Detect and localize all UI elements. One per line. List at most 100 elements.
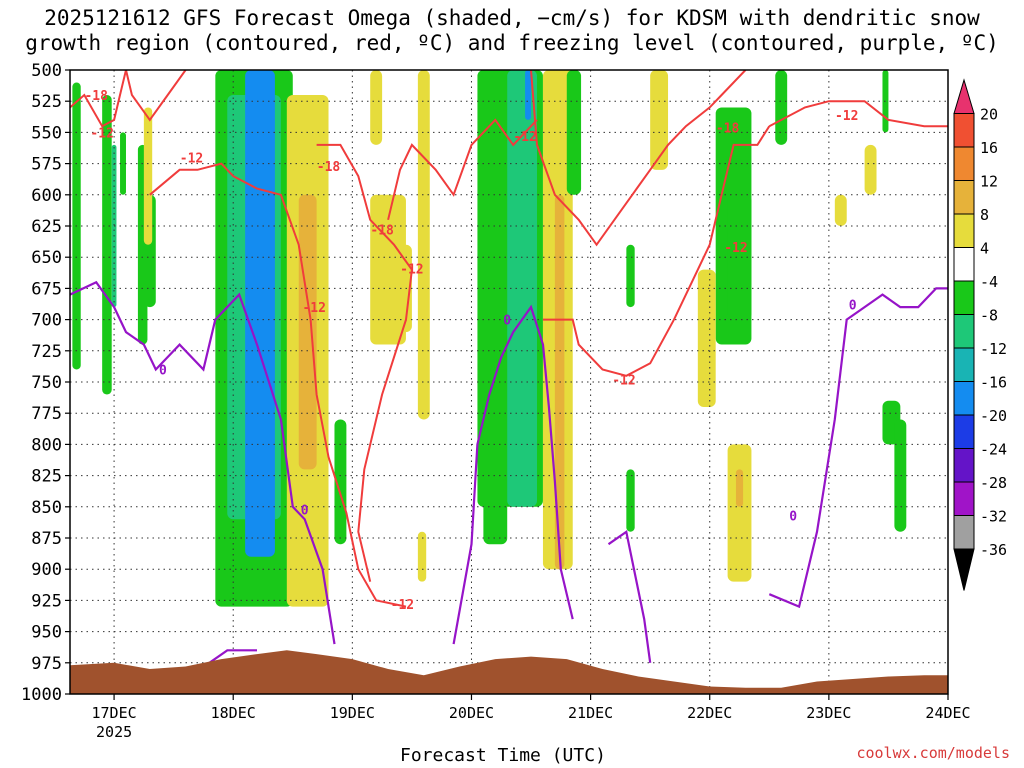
colorbar-label: -36: [980, 541, 1007, 559]
red-contour-label: -12: [835, 109, 858, 124]
x-tick-label: 19DEC: [330, 704, 375, 722]
dendritic-isotherm-contour: [543, 125, 771, 377]
colorbar-label: -32: [980, 508, 1007, 526]
omega-region: [834, 194, 847, 226]
credit-text: coolwx.com/models: [856, 744, 1010, 762]
y-tick-label: 675: [31, 279, 62, 299]
red-contour-label: -12: [90, 126, 113, 141]
colorbar-label: -20: [980, 407, 1007, 425]
omega-region: [417, 70, 430, 420]
colorbar-segment: [953, 481, 975, 516]
red-contour-label: -12: [180, 151, 203, 166]
omega-region: [727, 194, 752, 320]
colorbar-label: -16: [980, 374, 1007, 392]
red-contour-label: -18: [716, 121, 740, 136]
y-tick-label: 850: [31, 498, 62, 518]
y-tick-label: 900: [31, 560, 62, 580]
dendritic-isotherm-contour: [316, 143, 413, 582]
y-tick-label: 725: [31, 342, 62, 362]
colorbar-label: 4: [980, 240, 989, 258]
colorbar-segment: [953, 280, 975, 315]
x-tick-label: 22DEC: [687, 704, 732, 722]
colorbar-label: -8: [980, 307, 998, 325]
y-tick-label: 750: [31, 373, 62, 393]
omega-region: [370, 70, 383, 145]
red-contour-label: -12: [400, 262, 423, 277]
x-tick-label: 20DEC: [449, 704, 494, 722]
colorbar-segment: [953, 146, 975, 181]
y-tick-label: 600: [31, 186, 62, 206]
red-contour-label: -12: [513, 130, 536, 145]
freezing-level-contour: [768, 287, 948, 609]
colorbar-segment: [953, 247, 975, 282]
x-tick-label: 18DEC: [211, 704, 256, 722]
colorbar-label: -24: [980, 441, 1007, 459]
omega-region: [626, 469, 635, 532]
chart-title-line1: 2025121612 GFS Forecast Omega (shaded, −…: [44, 6, 980, 30]
y-tick-label: 825: [31, 467, 62, 487]
dendritic-isotherm-contour: [530, 70, 747, 247]
colorbar-segment: [953, 381, 975, 416]
dendritic-isotherm-contour: [387, 118, 538, 221]
purple-contour-label: 0: [159, 364, 167, 379]
colorbar-segment: [953, 448, 975, 483]
red-contour-label: -18: [370, 224, 394, 239]
red-contour-label: -12: [302, 301, 325, 316]
colorbar-label: 8: [980, 206, 989, 224]
y-tick-label: 575: [31, 155, 62, 175]
omega-region: [525, 70, 532, 120]
y-tick-label: 500: [31, 61, 62, 81]
purple-contour-label: 0: [789, 510, 797, 525]
red-contour-label: -18: [84, 89, 108, 104]
omega-region: [775, 70, 788, 145]
omega-region: [298, 194, 317, 470]
omega-region: [370, 194, 406, 345]
x-tick-label: 23DEC: [806, 704, 851, 722]
omega-region: [143, 107, 153, 245]
colorbar-label: 20: [980, 106, 998, 124]
omega-region: [417, 531, 427, 582]
colorbar-segment: [953, 347, 975, 382]
colorbar-label: -28: [980, 474, 1007, 492]
omega-region: [566, 70, 582, 195]
red-contour-label: -12: [612, 374, 635, 389]
y-tick-label: 700: [31, 311, 62, 331]
y-tick-label: 525: [31, 92, 62, 112]
colorbar-label: -12: [980, 340, 1007, 358]
y-tick-label: 550: [31, 123, 62, 143]
x-year-label: 2025: [96, 723, 132, 741]
omega-region: [735, 469, 744, 507]
y-tick-label: 950: [31, 623, 62, 643]
y-tick-label: 800: [31, 435, 62, 455]
dendritic-isotherm-contour: [70, 70, 127, 128]
omega-region: [626, 244, 635, 308]
colorbar-segment: [953, 314, 975, 349]
red-contour-label: -12: [724, 241, 747, 256]
omega-region: [120, 132, 126, 195]
y-tick-label: 775: [31, 404, 62, 424]
purple-contour-label: 0: [301, 503, 309, 518]
freezing-level-contour: [452, 304, 574, 645]
y-tick-label: 975: [31, 654, 62, 674]
x-tick-label: 24DEC: [925, 704, 970, 722]
colorbar-segment: [953, 414, 975, 449]
omega-region: [245, 70, 275, 557]
omega-region: [894, 419, 907, 532]
colorbar-top-arrow: [953, 78, 975, 114]
y-tick-label: 650: [31, 248, 62, 268]
y-tick-label: 625: [31, 217, 62, 237]
colorbar-segment: [953, 113, 975, 148]
x-tick-label: 21DEC: [568, 704, 613, 722]
dendritic-isotherm-contour: [149, 162, 407, 608]
x-tick-label: 17DEC: [92, 704, 137, 722]
omega-region: [334, 419, 347, 545]
dendritic-isotherm-contour: [768, 100, 948, 128]
y-tick-label: 875: [31, 529, 62, 549]
freezing-level-contour: [70, 280, 336, 645]
red-contour-label: -18: [317, 160, 341, 175]
colorbar-bottom-arrow: [953, 548, 975, 591]
freezing-level-contour: [607, 529, 652, 663]
freezing-level-contour: [208, 649, 257, 664]
